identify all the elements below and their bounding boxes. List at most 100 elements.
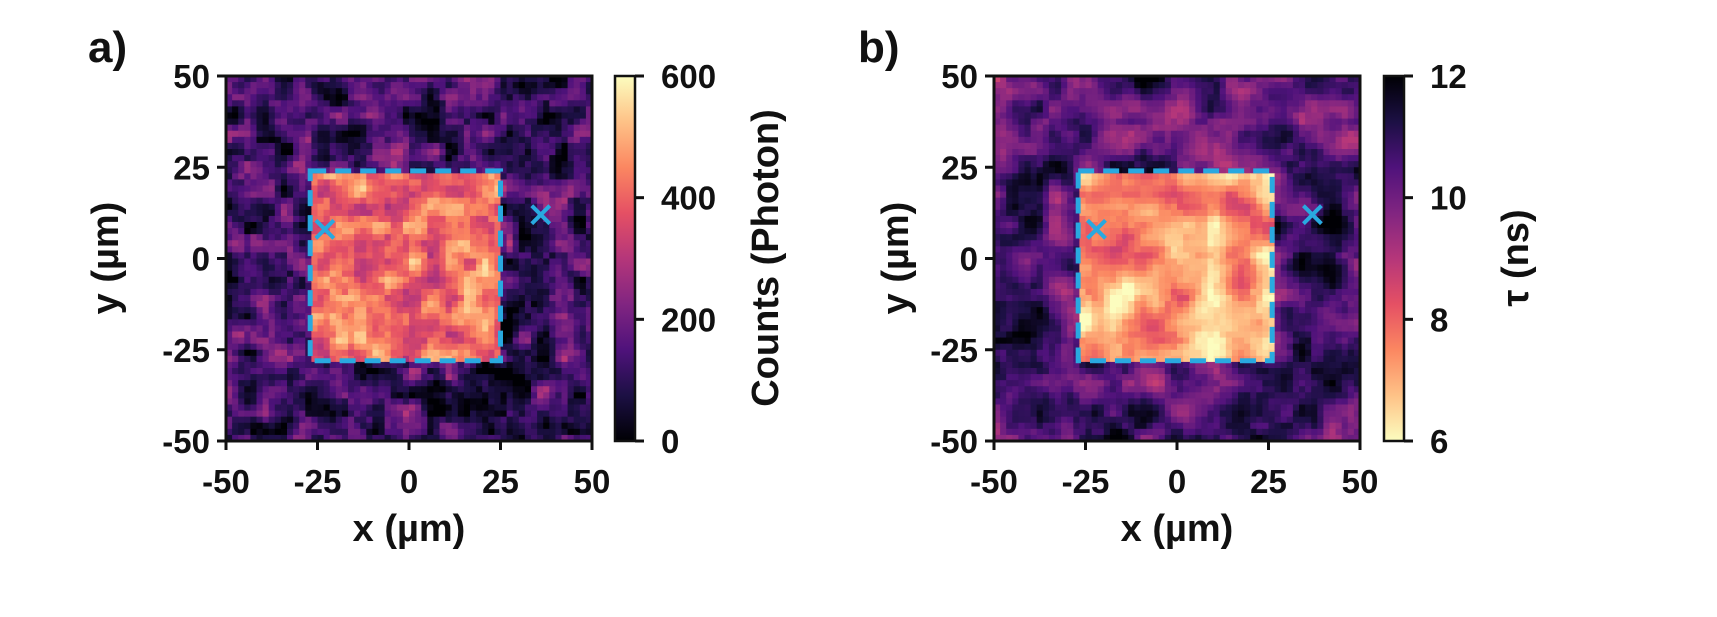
heatmap-cell <box>415 94 422 101</box>
heatmap-cell <box>439 215 447 223</box>
heatmap-cell <box>232 209 239 217</box>
heatmap-cell <box>524 349 532 357</box>
heatmap-cell <box>1128 124 1135 132</box>
heatmap-cell <box>1122 142 1129 150</box>
heatmap-cell <box>537 404 544 412</box>
heatmap-cell <box>451 422 459 430</box>
heatmap-cell <box>573 270 581 278</box>
heatmap-cell <box>238 270 245 278</box>
heatmap-cell <box>1018 161 1026 168</box>
heatmap-cell <box>994 136 1001 144</box>
heatmap-cell <box>1140 106 1148 114</box>
heatmap-cell <box>1177 112 1184 120</box>
heatmap-cell <box>317 368 325 375</box>
heatmap-cell <box>384 82 392 89</box>
heatmap-cell <box>1128 88 1135 95</box>
heatmap-cell <box>268 149 276 156</box>
heatmap-cell <box>1048 149 1056 156</box>
heatmap-cell <box>567 185 575 193</box>
heatmap-cell <box>1299 167 1306 174</box>
heatmap-cell <box>1341 155 1349 162</box>
heatmap-cell <box>476 215 483 223</box>
heatmap-cell <box>421 197 428 205</box>
heatmap-cell <box>311 149 319 156</box>
heatmap-cell <box>494 155 502 162</box>
heatmap-cell <box>396 295 404 302</box>
heatmap-cell <box>518 386 526 393</box>
heatmap-cell <box>445 343 453 351</box>
heatmap-cell <box>341 88 349 95</box>
heatmap-cell <box>1244 161 1251 168</box>
heatmap-cell <box>506 410 514 418</box>
heatmap-cell <box>531 307 538 314</box>
heatmap-cell <box>451 118 459 126</box>
heatmap-cell <box>262 149 270 156</box>
heatmap-cell <box>1231 161 1239 168</box>
heatmap-cell <box>341 136 349 144</box>
heatmap-cell <box>512 404 520 412</box>
heatmap-cell <box>549 112 556 120</box>
heatmap-cell <box>457 392 465 400</box>
heatmap-cell <box>1079 76 1087 83</box>
heatmap-cell <box>384 100 392 108</box>
heatmap-cell <box>384 368 392 375</box>
heatmap-cell <box>232 179 239 187</box>
heatmap-cell <box>372 398 380 406</box>
heatmap-cell <box>1061 149 1068 156</box>
heatmap-cell <box>488 88 495 95</box>
heatmap-cell <box>250 331 258 339</box>
heatmap-cell <box>994 112 1001 120</box>
heatmap-cell <box>360 270 367 278</box>
heatmap-cell <box>329 355 337 363</box>
heatmap-cell <box>518 258 526 266</box>
heatmap-cell <box>1079 173 1087 181</box>
heatmap-cell <box>1329 76 1337 83</box>
heatmap-cell <box>433 282 441 290</box>
heatmap-cell <box>250 252 258 260</box>
heatmap-cell <box>531 361 538 369</box>
heatmap-cell <box>463 185 471 193</box>
heatmap-cell <box>1030 88 1038 95</box>
heatmap-cell <box>1256 155 1263 162</box>
panel-a-x-axis-label: x (µm) <box>353 508 466 550</box>
heatmap-cell <box>482 222 489 229</box>
heatmap-cell <box>390 155 398 162</box>
heatmap-cell <box>390 215 398 223</box>
heatmap-cell <box>1292 112 1300 120</box>
heatmap-cell <box>482 270 489 278</box>
heatmap-cell <box>1305 197 1312 205</box>
heatmap-cell <box>250 313 258 320</box>
heatmap-cell <box>567 222 575 229</box>
heatmap-cell <box>433 112 441 120</box>
heatmap-cell <box>415 234 422 241</box>
heatmap-cell <box>1317 106 1324 114</box>
heatmap-cell <box>421 416 428 424</box>
heatmap-cell <box>427 215 434 223</box>
heatmap-cell <box>348 228 355 235</box>
heatmap-cell <box>323 416 331 424</box>
heatmap-cell <box>335 355 343 363</box>
heatmap-cell <box>567 234 575 241</box>
heatmap-cell <box>1213 185 1221 193</box>
heatmap-cell <box>280 295 288 302</box>
heatmap-cell <box>268 82 276 89</box>
heatmap-cell <box>512 185 520 193</box>
heatmap-cell <box>329 142 337 150</box>
heatmap-cell <box>543 374 550 381</box>
heatmap-cell <box>311 161 319 168</box>
heatmap-cell <box>341 416 349 424</box>
heatmap-cell <box>256 106 264 114</box>
heatmap-cell <box>549 343 556 351</box>
heatmap-cell <box>500 203 508 211</box>
heatmap-cell <box>378 325 386 333</box>
heatmap-cell <box>531 325 538 333</box>
heatmap-cell <box>305 368 312 375</box>
heatmap-cell <box>470 295 477 302</box>
heatmap-cell <box>1006 185 1013 193</box>
heatmap-cell <box>451 112 459 120</box>
heatmap-cell <box>421 215 428 223</box>
heatmap-cell <box>250 136 258 144</box>
heatmap-cell <box>1177 173 1184 181</box>
heatmap-cell <box>1012 197 1019 205</box>
heatmap-cell <box>531 392 538 400</box>
